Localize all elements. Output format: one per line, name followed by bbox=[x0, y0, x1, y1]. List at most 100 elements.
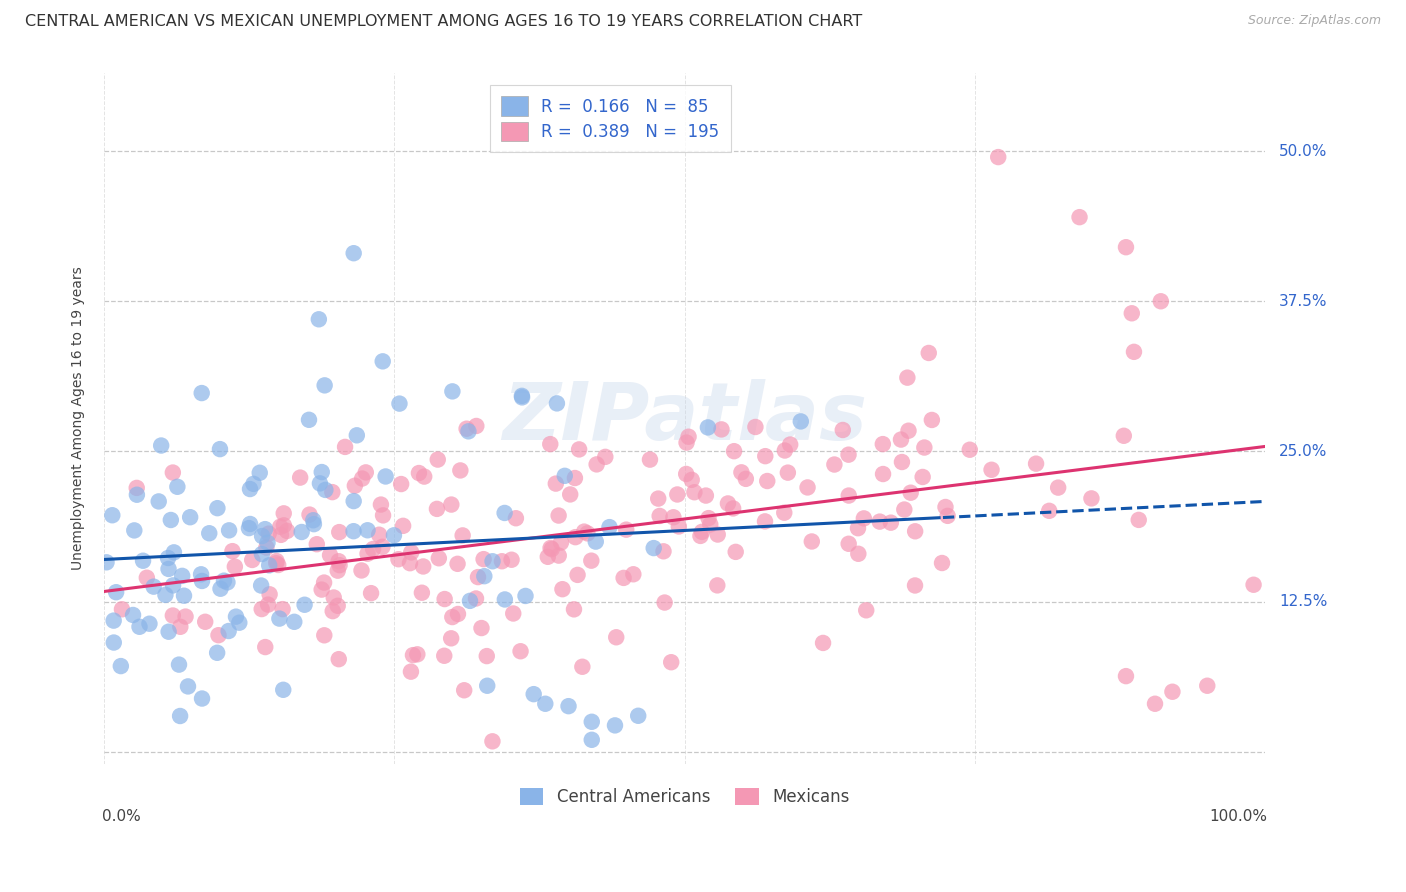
Point bbox=[302, 513, 325, 527]
Legend: Central Americans, Mexicans: Central Americans, Mexicans bbox=[512, 780, 858, 814]
Point bbox=[1047, 481, 1070, 495]
Point bbox=[551, 582, 574, 597]
Point bbox=[509, 644, 531, 658]
Point bbox=[101, 508, 124, 523]
Point bbox=[467, 570, 489, 584]
Point bbox=[447, 607, 470, 621]
Point bbox=[399, 545, 422, 559]
Point bbox=[811, 636, 834, 650]
Point bbox=[321, 485, 343, 500]
Point bbox=[370, 498, 392, 512]
Point bbox=[228, 615, 250, 630]
Point bbox=[156, 551, 179, 566]
Point bbox=[638, 452, 661, 467]
Point bbox=[706, 527, 728, 541]
Point bbox=[449, 463, 471, 477]
Point bbox=[249, 466, 271, 480]
Point bbox=[110, 659, 132, 673]
Point bbox=[440, 498, 463, 512]
Point bbox=[269, 520, 291, 534]
Point bbox=[221, 544, 243, 558]
Point bbox=[690, 524, 713, 539]
Point bbox=[205, 646, 228, 660]
Point bbox=[581, 714, 603, 729]
Point bbox=[328, 652, 350, 666]
Point bbox=[1128, 513, 1150, 527]
Point bbox=[328, 525, 350, 540]
Point bbox=[276, 524, 298, 538]
Point bbox=[891, 455, 914, 469]
Point bbox=[515, 589, 537, 603]
Point bbox=[342, 524, 364, 539]
Point bbox=[356, 523, 378, 537]
Point bbox=[314, 575, 336, 590]
Point bbox=[675, 467, 697, 481]
Point bbox=[412, 559, 434, 574]
Point bbox=[652, 544, 675, 558]
Point bbox=[319, 548, 342, 562]
Point bbox=[457, 425, 479, 439]
Point bbox=[831, 423, 853, 437]
Point bbox=[890, 433, 912, 447]
Point bbox=[710, 422, 733, 436]
Point bbox=[190, 567, 212, 582]
Point bbox=[264, 556, 287, 570]
Point bbox=[1243, 578, 1265, 592]
Point bbox=[322, 591, 344, 605]
Point bbox=[198, 526, 221, 541]
Point bbox=[668, 519, 690, 533]
Point bbox=[326, 599, 349, 613]
Point bbox=[675, 435, 697, 450]
Point bbox=[166, 480, 188, 494]
Point bbox=[361, 541, 384, 556]
Text: 25.0%: 25.0% bbox=[1279, 444, 1327, 459]
Point bbox=[259, 587, 281, 601]
Point bbox=[298, 413, 321, 427]
Point bbox=[329, 558, 352, 573]
Point bbox=[477, 679, 499, 693]
Point bbox=[142, 580, 165, 594]
Point bbox=[481, 734, 503, 748]
Point bbox=[557, 699, 579, 714]
Point bbox=[343, 479, 366, 493]
Point bbox=[169, 620, 191, 634]
Point bbox=[371, 354, 394, 368]
Point bbox=[254, 522, 277, 536]
Point bbox=[838, 537, 860, 551]
Point bbox=[368, 527, 391, 541]
Point bbox=[724, 545, 747, 559]
Point bbox=[346, 428, 368, 442]
Point bbox=[173, 589, 195, 603]
Point bbox=[138, 616, 160, 631]
Point bbox=[706, 578, 728, 592]
Point bbox=[721, 501, 744, 516]
Point bbox=[314, 483, 336, 497]
Point bbox=[550, 535, 572, 549]
Point bbox=[311, 465, 333, 479]
Point bbox=[572, 524, 595, 539]
Point bbox=[328, 554, 350, 568]
Point bbox=[177, 680, 200, 694]
Point bbox=[1025, 457, 1047, 471]
Point bbox=[494, 506, 516, 520]
Point bbox=[105, 585, 128, 599]
Point bbox=[322, 604, 344, 618]
Point bbox=[470, 621, 492, 635]
Point bbox=[162, 466, 184, 480]
Point bbox=[581, 732, 603, 747]
Point bbox=[148, 494, 170, 508]
Point bbox=[1080, 491, 1102, 506]
Point bbox=[581, 554, 603, 568]
Point bbox=[717, 496, 740, 510]
Point bbox=[103, 635, 125, 649]
Point bbox=[308, 312, 330, 326]
Point bbox=[427, 551, 450, 566]
Point bbox=[756, 474, 779, 488]
Point bbox=[662, 510, 685, 524]
Point bbox=[696, 420, 718, 434]
Point bbox=[659, 655, 682, 669]
Point bbox=[980, 463, 1002, 477]
Point bbox=[172, 569, 194, 583]
Point bbox=[311, 582, 333, 597]
Point bbox=[257, 558, 280, 573]
